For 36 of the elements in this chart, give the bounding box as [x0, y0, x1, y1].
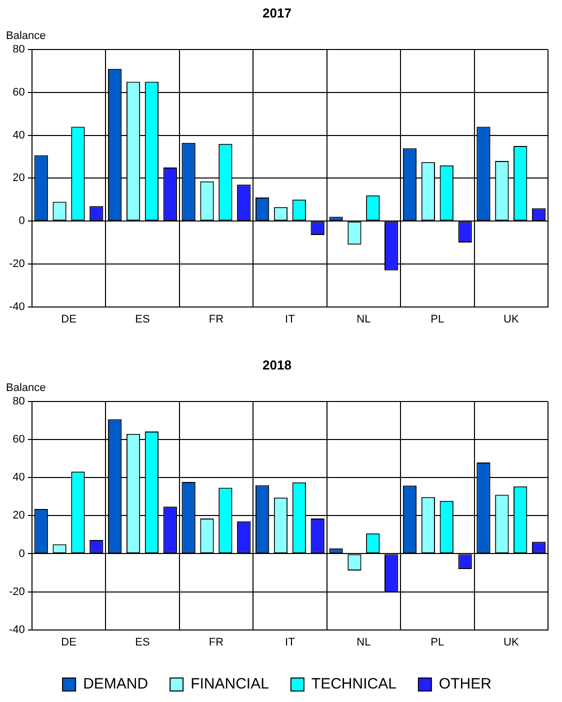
x-tick-label: DE	[61, 636, 76, 648]
x-tick-label: ES	[135, 636, 150, 648]
y-tick-label: 80	[12, 44, 25, 56]
x-tick-label: UK	[503, 313, 520, 326]
chart-title: 2017	[262, 5, 292, 20]
x-tick-label: PL	[430, 636, 444, 648]
y-tick-label: -20	[8, 586, 25, 598]
y-tick-label: -40	[8, 624, 25, 636]
x-tick-label: IT	[285, 636, 296, 648]
x-tick-label: NL	[356, 313, 371, 326]
x-tick-label: IT	[285, 313, 296, 326]
legend-label: DEMAND	[83, 676, 148, 693]
y-axis-title: Balance	[6, 30, 46, 42]
y-tick-label: 80	[12, 396, 25, 408]
legend-label: FINANCIAL	[190, 676, 269, 693]
y-tick-label: -20	[8, 258, 25, 270]
x-tick-label: ES	[135, 313, 150, 326]
y-tick-label: 20	[12, 510, 25, 522]
x-tick-label: NL	[356, 636, 371, 648]
y-axis-title: Balance	[6, 382, 46, 394]
y-tick-label: 20	[12, 172, 25, 184]
y-tick-label: 60	[12, 86, 25, 98]
x-tick-label: UK	[503, 636, 520, 648]
chart-title: 2018	[262, 357, 292, 372]
x-tick-label: DE	[61, 313, 76, 326]
y-tick-label: 40	[12, 129, 25, 142]
x-tick-label: PL	[430, 313, 444, 326]
y-tick-label: 40	[12, 472, 25, 484]
x-tick-label: FR	[208, 636, 224, 648]
y-tick-label: 0	[18, 215, 25, 228]
x-tick-label: FR	[208, 313, 224, 326]
y-tick-label: 60	[12, 434, 25, 446]
y-tick-label: -40	[8, 300, 25, 313]
legend-label: OTHER	[438, 676, 492, 693]
legend-label: TECHNICAL	[311, 676, 396, 693]
y-tick-label: 0	[18, 548, 25, 560]
